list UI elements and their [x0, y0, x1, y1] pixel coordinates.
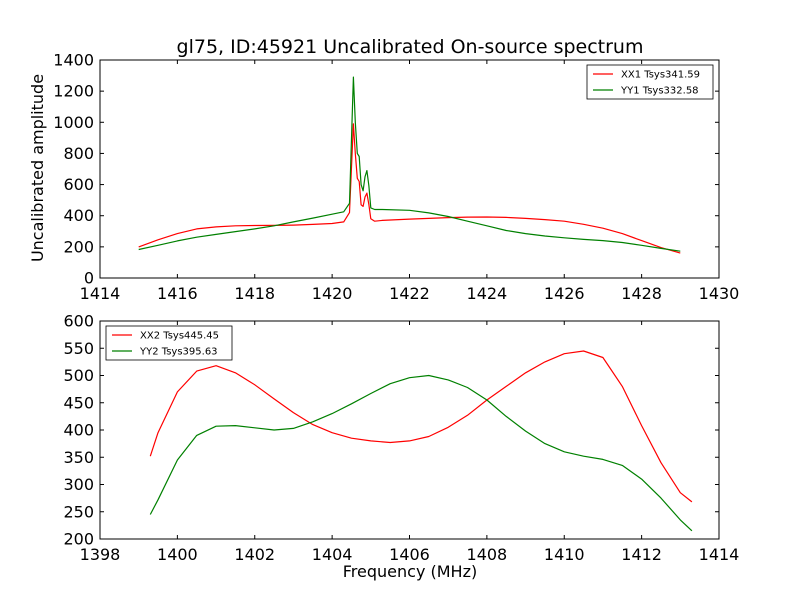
top-x-tick-label: 1424: [467, 284, 508, 303]
bottom-y-tick-label: 350: [63, 448, 94, 467]
bottom-legend-label-1: XX2 Tsys445.45: [140, 331, 219, 342]
top-series-line-1: [138, 123, 681, 254]
bottom-x-tick-label: 1400: [157, 545, 198, 564]
bottom-x-tick-label: 1412: [621, 545, 662, 564]
bottom-y-tick-label: 300: [63, 475, 94, 494]
bottom-y-tick-label: 450: [63, 393, 94, 412]
top-legend-label-2: YY1 Tsys332.58: [620, 86, 699, 97]
top-legend-box: [586, 64, 714, 100]
bottom-x-tick-label: 1398: [80, 545, 121, 564]
bottom-x-tick-label: 1408: [467, 545, 508, 564]
bottom-legend: XX2 Tsys445.45 YY2 Tsys395.63: [105, 325, 233, 361]
bottom-x-tick-label: 1404: [312, 545, 353, 564]
bottom-y-tick-label: 250: [63, 502, 94, 521]
bottom-x-tick-label: 1414: [699, 545, 740, 564]
bottom-plot-area: 1398 1400 1402 1404 1406 1408 1410 1412 1414 200 2…: [63, 312, 739, 565]
bottom-x-tick-label: 1406: [389, 545, 430, 564]
bottom-x-tick-label: 1402: [234, 545, 275, 564]
top-chart-ylabel: Uncalibrated amplitude: [28, 74, 47, 262]
bottom-x-tick-label: 1410: [544, 545, 585, 564]
bottom-y-tick-label: 550: [63, 339, 94, 358]
top-series-line-2: [138, 76, 681, 252]
top-y-tick-label: 800: [63, 144, 94, 163]
bottom-y-tick-label: 600: [63, 312, 94, 331]
bottom-chart-xlabel: Frequency (MHz): [343, 562, 477, 581]
top-y-tick-label: 400: [63, 206, 94, 225]
top-y-tick-label: 1000: [53, 113, 94, 132]
top-x-tick-label: 1428: [621, 284, 662, 303]
top-y-tick-label: 200: [63, 237, 94, 256]
bottom-series-line-1: [149, 350, 693, 503]
top-chart-title: gl75, ID:45921 Uncalibrated On-source sp…: [177, 36, 644, 58]
bottom-series-line-2: [149, 374, 693, 532]
bottom-legend-label-2: YY2 Tsys395.63: [139, 347, 218, 358]
top-y-tick-label: 1400: [53, 51, 94, 70]
top-x-tick-label: 1422: [389, 284, 430, 303]
bottom-y-tick-label: 500: [63, 366, 94, 385]
bottom-y-tick-label: 400: [63, 421, 94, 440]
bottom-y-tick-label: 200: [63, 530, 94, 549]
top-x-tick-label: 1416: [157, 284, 198, 303]
top-x-tick-label: 1430: [699, 284, 740, 303]
top-y-tick-label: 600: [63, 175, 94, 194]
top-x-tick-label: 1414: [80, 284, 121, 303]
top-y-tick-label: 1200: [53, 82, 94, 101]
top-legend-label-1: XX1 Tsys341.59: [621, 70, 700, 81]
bottom-legend-box: [105, 325, 233, 361]
top-x-tick-label: 1420: [312, 284, 353, 303]
top-x-tick-label: 1418: [234, 284, 275, 303]
top-x-tick-label: 1426: [544, 284, 585, 303]
top-plot-area: 1414 1416 1418 1420 1422 1424 1426 1428 1430 0 200…: [53, 51, 739, 304]
top-y-tick-label: 0: [84, 269, 94, 288]
top-legend: XX1 Tsys341.59 YY1 Tsys332.58: [586, 64, 714, 100]
